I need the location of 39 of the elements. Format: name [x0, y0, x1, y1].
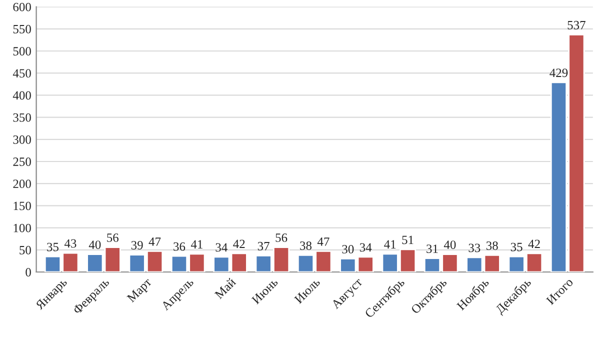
- y-tick-label: 150: [14, 202, 31, 210]
- y-tick-label: 200: [13, 180, 31, 188]
- data-label: 34: [216, 243, 228, 252]
- y-tick-label: 550: [13, 24, 31, 34]
- y-tick-label: 350: [13, 113, 31, 122]
- data-label: 39: [131, 241, 143, 250]
- y-tick-label: 300: [13, 135, 31, 144]
- y-tick-label: 0: [26, 268, 31, 276]
- data-label: 56: [107, 234, 118, 242]
- data-label: 40: [88, 240, 101, 250]
- data-label: 47: [148, 238, 161, 246]
- data-label: 36: [174, 242, 186, 251]
- data-label: 35: [510, 242, 522, 252]
- data-label: 41: [190, 240, 202, 248]
- data-label: 537: [568, 20, 586, 30]
- data-label: 40: [444, 240, 456, 250]
- data-label: 43: [64, 239, 76, 248]
- data-label: 34: [360, 243, 372, 252]
- data-label: 51: [402, 236, 414, 244]
- data-label: 38: [300, 241, 312, 250]
- y-tick-label: 50: [20, 246, 31, 254]
- data-label: 41: [384, 240, 396, 248]
- data-label: 38: [486, 241, 498, 250]
- data-label: 429: [550, 68, 568, 78]
- data-label: 37: [258, 242, 270, 250]
- y-tick-label: 100: [14, 224, 31, 232]
- y-tick-label: 500: [13, 47, 31, 56]
- data-label: 31: [426, 244, 438, 253]
- y-tick-label: 250: [13, 158, 31, 166]
- data-label: 56: [276, 234, 288, 242]
- data-label: 47: [317, 238, 330, 246]
- data-label: 35: [47, 242, 59, 252]
- y-tick-label: 400: [12, 91, 31, 100]
- data-label: 42: [528, 240, 540, 248]
- y-tick-label: 600: [13, 2, 31, 12]
- data-label: 33: [468, 244, 480, 252]
- data-label: 42: [233, 240, 245, 248]
- data-label: 30: [342, 244, 354, 254]
- y-tick-label: 450: [12, 69, 31, 78]
